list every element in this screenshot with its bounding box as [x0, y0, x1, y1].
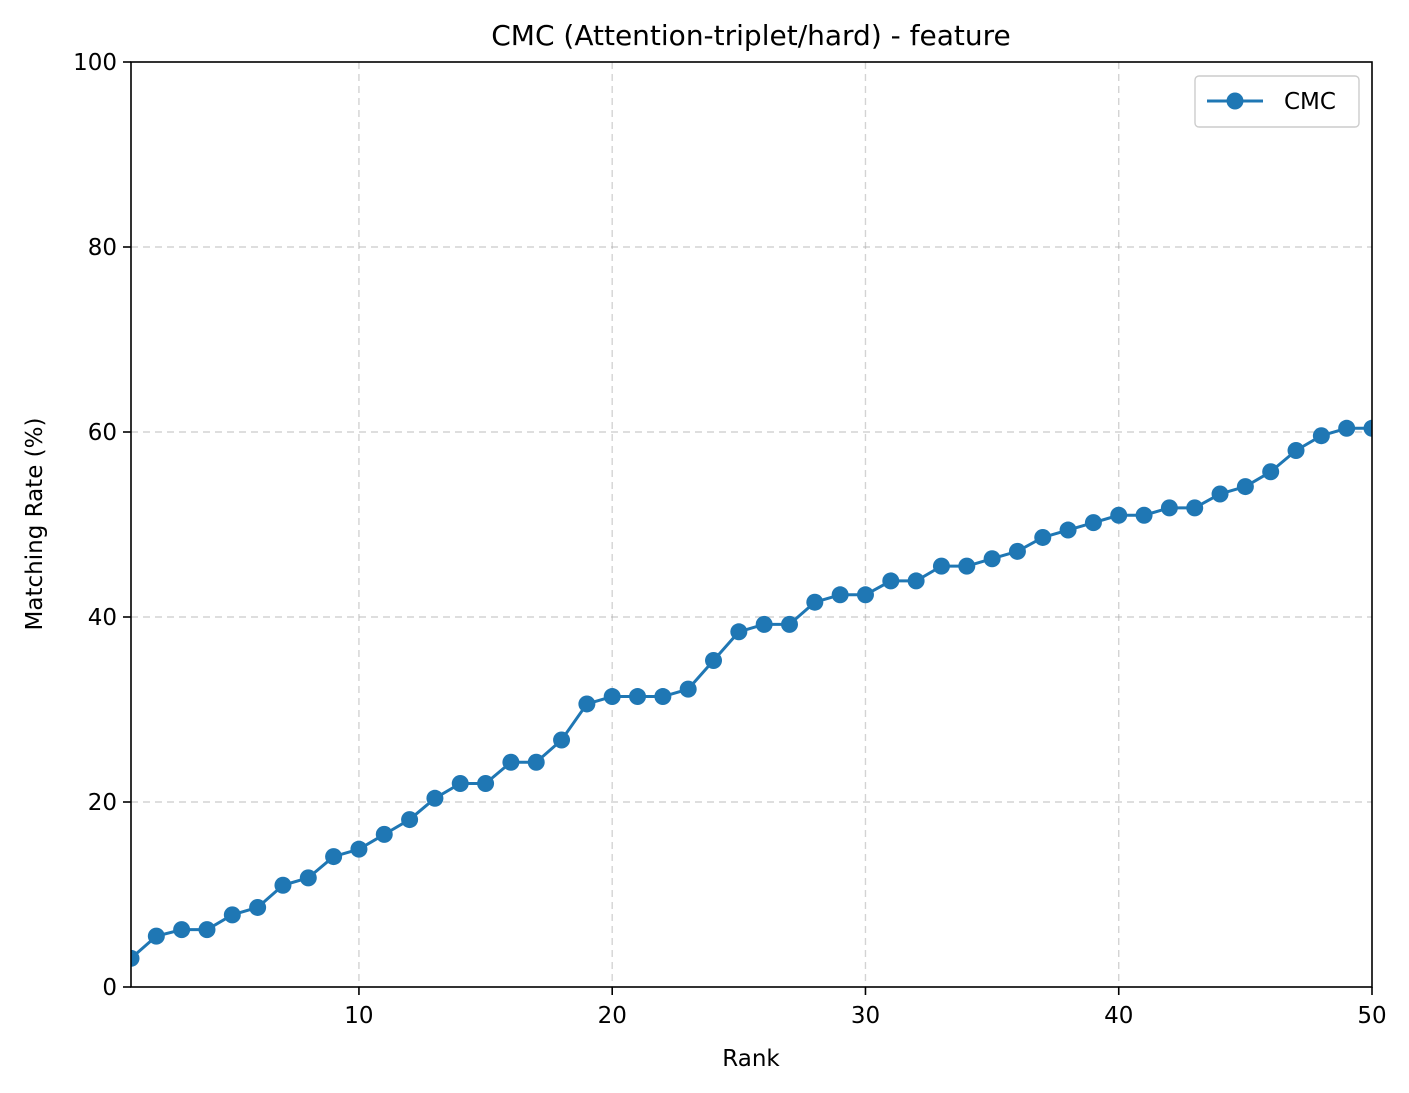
data-point: [1312, 427, 1330, 445]
data-point: [527, 753, 545, 771]
data-point: [1110, 506, 1128, 524]
data-point: [856, 586, 874, 604]
data-point: [1262, 463, 1280, 481]
legend: CMC: [1194, 75, 1360, 128]
data-point: [502, 753, 520, 771]
chart-title: CMC (Attention-triplet/hard) - feature: [491, 19, 1011, 52]
data-point: [147, 927, 165, 945]
y-tick-label: 80: [88, 235, 117, 261]
y-tick-label: 60: [88, 420, 117, 446]
series-layer: [131, 419, 1372, 967]
x-tick-label: 30: [851, 1003, 880, 1029]
data-point: [1287, 442, 1305, 459]
x-tick-label: 50: [1357, 1003, 1386, 1029]
x-tick-label: 10: [344, 1003, 373, 1029]
x-tick-label: 40: [1104, 1003, 1133, 1029]
data-point: [173, 921, 191, 939]
data-point: [1363, 419, 1372, 437]
data-point: [375, 825, 393, 843]
data-point: [350, 840, 368, 858]
data-point: [1034, 528, 1052, 546]
data-point: [806, 593, 824, 611]
plot-frame: [130, 61, 1373, 988]
data-point: [907, 572, 925, 590]
y-tick-label: 0: [102, 975, 117, 1001]
data-point: [131, 949, 140, 967]
data-point: [1084, 514, 1102, 532]
data-point: [1236, 478, 1254, 496]
data-point: [603, 688, 621, 706]
data-point: [1160, 499, 1178, 517]
data-point: [274, 876, 292, 894]
data-point: [451, 775, 469, 792]
y-tick-label: 100: [73, 50, 117, 76]
data-point: [223, 906, 241, 924]
data-point: [882, 572, 900, 590]
data-point: [958, 557, 976, 575]
data-point: [401, 811, 419, 829]
y-tick-label: 20: [88, 790, 117, 816]
data-point: [578, 695, 596, 713]
data-point: [629, 688, 647, 706]
legend-marker-swatch: [1226, 92, 1244, 110]
legend-box: [1194, 75, 1360, 128]
data-point: [1135, 506, 1153, 524]
data-point: [553, 731, 571, 749]
axis-ticks: 10 20 30 40 50 0 20 40 60 80 100: [73, 50, 1387, 1029]
grid: [131, 62, 1372, 987]
data-point: [1008, 542, 1026, 560]
data-point: [679, 680, 697, 698]
y-axis-label: Matching Rate (%): [22, 418, 48, 631]
data-point: [477, 775, 495, 792]
data-point: [705, 651, 723, 669]
data-point: [249, 898, 267, 916]
data-point: [831, 586, 849, 604]
x-tick-label: 20: [598, 1003, 627, 1029]
x-axis-label: Rank: [722, 1046, 780, 1072]
data-point: [780, 615, 798, 633]
data-point: [1059, 521, 1077, 539]
data-point: [654, 688, 672, 706]
data-point: [1211, 485, 1229, 503]
data-point: [426, 789, 444, 807]
data-point: [299, 869, 317, 887]
data-point: [983, 550, 1001, 568]
data-point: [932, 557, 950, 575]
data-point: [325, 848, 343, 866]
data-point: [730, 623, 748, 641]
legend-label-cmc: CMC: [1284, 89, 1336, 115]
data-point: [755, 615, 773, 633]
data-point: [1338, 419, 1356, 437]
data-point: [198, 921, 216, 939]
y-tick-label: 40: [88, 605, 117, 631]
data-point: [1186, 499, 1204, 517]
